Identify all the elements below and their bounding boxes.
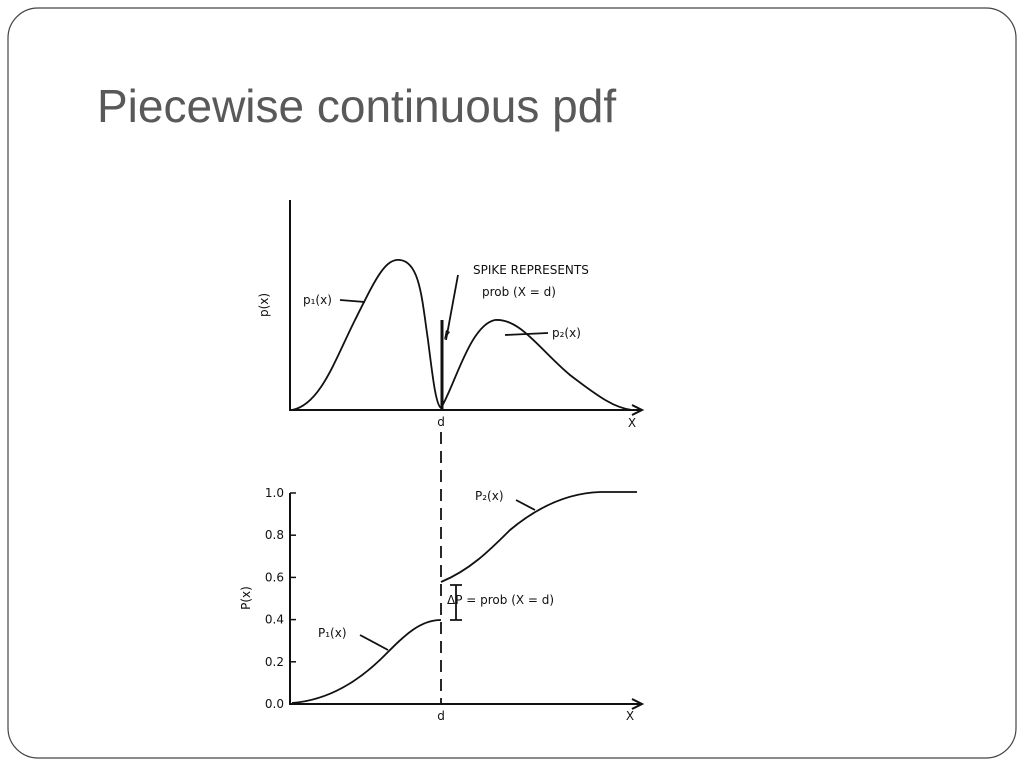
y-tick-label: 0.6 bbox=[265, 570, 284, 584]
y-axis-label: P(x) bbox=[239, 586, 253, 610]
y-tick-label: 0.4 bbox=[265, 613, 284, 627]
y-tick-label: 0.2 bbox=[265, 655, 284, 669]
leader-p1 bbox=[339, 299, 366, 303]
curve-label: P₁(x) bbox=[318, 626, 347, 640]
annotation: prob (X = d) bbox=[482, 285, 556, 299]
curve-P2 bbox=[440, 491, 637, 583]
x-axis-label: X bbox=[628, 416, 636, 430]
y-tick-label: 0.8 bbox=[265, 528, 284, 542]
curve-P1 bbox=[291, 619, 442, 704]
d-label: d bbox=[437, 709, 445, 723]
y-axis-label: p(x) bbox=[257, 293, 271, 317]
annotation: ΔP = prob (X = d) bbox=[447, 593, 554, 607]
d-label: d bbox=[437, 415, 445, 429]
axes bbox=[289, 200, 640, 411]
slide-title: Piecewise continuous pdf bbox=[97, 80, 616, 132]
delta-bracket bbox=[450, 584, 462, 621]
curve-p2 bbox=[440, 319, 633, 411]
arrow-head bbox=[444, 330, 450, 340]
slide-frame bbox=[7, 7, 1017, 759]
curve-label: p₂(x) bbox=[552, 326, 581, 340]
pdf-plot: p(x) p₁(x) p₂(x) SPIKE REPRESENTS prob (… bbox=[257, 200, 645, 430]
axis-arrow bbox=[631, 698, 645, 710]
y-tick-label: 1.0 bbox=[265, 486, 284, 500]
x-axis-label: X bbox=[626, 709, 634, 723]
y-tick-label: 0.0 bbox=[265, 697, 284, 711]
annotation: SPIKE REPRESENTS bbox=[473, 263, 589, 277]
leader-p2 bbox=[504, 332, 549, 336]
axis-arrow bbox=[631, 404, 645, 416]
leader-P1 bbox=[359, 634, 389, 651]
curve-label: p₁(x) bbox=[303, 293, 332, 307]
leader-P2 bbox=[515, 499, 536, 511]
curve-label: P₂(x) bbox=[475, 489, 504, 503]
curve-p1 bbox=[291, 259, 442, 411]
cdf-plot: P(x) 0.0 0.2 0.4 0.6 0.8 1.0 P₁(x) P₂(x) ΔP =… bbox=[239, 432, 645, 723]
spike-arrow bbox=[445, 274, 459, 341]
